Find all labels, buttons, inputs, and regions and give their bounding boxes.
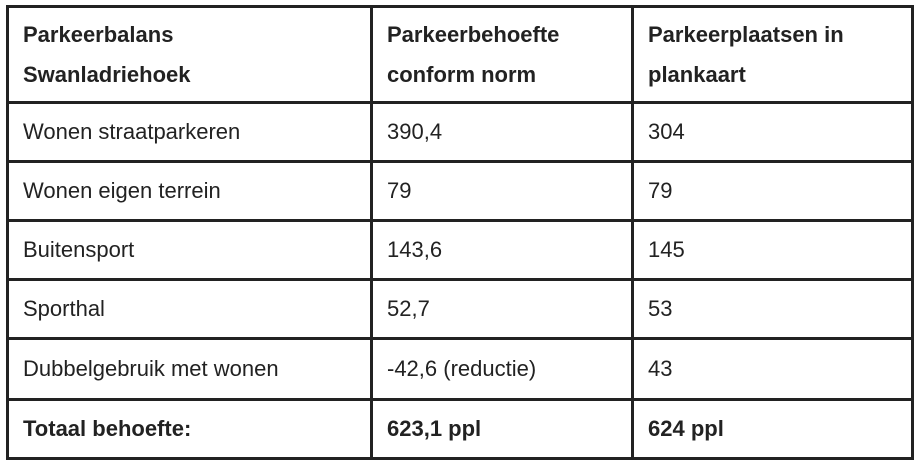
table-row: Dubbelgebruik met wonen -42,6 (reductie) 4…: [6, 337, 914, 401]
table-cell: Sporthal: [6, 278, 373, 340]
table-cell: 143,6: [370, 219, 634, 281]
table-row: Buitensport 143,6 145: [6, 219, 914, 281]
table-cell: -42,6 (reductie): [370, 337, 634, 401]
table-cell: Dubbelgebruik met wonen: [6, 337, 373, 401]
total-row: Totaal behoefte: 623,1 ppl 624 ppl: [6, 398, 914, 460]
table-cell: Wonen straatparkeren: [6, 101, 373, 163]
table-cell: 145: [631, 219, 914, 281]
header-cell: Parkeerbehoefte conform norm: [370, 5, 634, 104]
table-row: Sporthal 52,7 53: [6, 278, 914, 340]
table-row: Wonen eigen terrein 79 79: [6, 160, 914, 222]
table-cell: Wonen eigen terrein: [6, 160, 373, 222]
table-body: Wonen straatparkeren 390,4 304 Wonen eigen …: [6, 101, 914, 460]
table-cell: 53: [631, 278, 914, 340]
header-cell: Parkeerbalans Swanladriehoek: [6, 5, 373, 104]
table-cell: 79: [631, 160, 914, 222]
table-cell: Buitensport: [6, 219, 373, 281]
header-text: Parkeerbehoefte conform norm: [387, 21, 560, 87]
table-cell: 52,7: [370, 278, 634, 340]
table-row: Wonen straatparkeren 390,4 304: [6, 101, 914, 163]
header-row: Parkeerbalans Swanladriehoek Parkeerbehoe…: [6, 5, 914, 104]
table-cell: 79: [370, 160, 634, 222]
header-text: Parkeerbalans Swanladriehoek: [23, 21, 191, 87]
header-text: Parkeerplaatsen in plankaart: [648, 21, 844, 87]
table-cell: 623,1 ppl: [370, 398, 634, 460]
table-cell: 624 ppl: [631, 398, 914, 460]
table-cell: 304: [631, 101, 914, 163]
header-cell: Parkeerplaatsen in plankaart: [631, 5, 914, 104]
table-cell: 390,4: [370, 101, 634, 163]
table-cell: 43: [631, 337, 914, 401]
table-cell: Totaal behoefte:: [6, 398, 373, 460]
parking-table: Parkeerbalans Swanladriehoek Parkeerbehoe…: [6, 5, 914, 460]
